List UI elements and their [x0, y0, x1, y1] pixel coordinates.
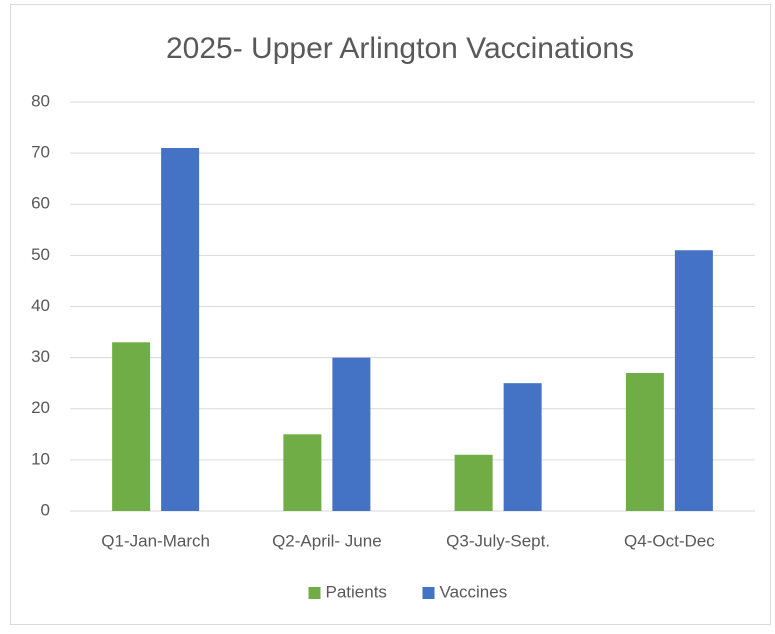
y-tick-label: 20 — [31, 398, 50, 417]
bar — [674, 250, 713, 511]
chart-frame — [10, 4, 771, 625]
bar — [161, 148, 200, 511]
y-tick-label: 70 — [31, 143, 50, 162]
legend-label: Patients — [326, 582, 387, 601]
bar — [625, 372, 664, 511]
bar — [454, 454, 493, 511]
bar — [332, 357, 371, 511]
x-tick-label: Q2-April- June — [272, 531, 382, 550]
y-tick-label: 40 — [31, 296, 50, 315]
x-tick-label: Q3-July-Sept. — [446, 531, 550, 550]
y-tick-label: 30 — [31, 347, 50, 366]
bar — [283, 434, 322, 511]
y-tick-label: 60 — [31, 194, 50, 213]
bar — [112, 342, 151, 511]
y-tick-label: 0 — [41, 500, 50, 519]
legend-swatch — [308, 587, 321, 599]
legend-swatch — [422, 587, 435, 599]
y-tick-label: 10 — [31, 449, 50, 468]
y-tick-label: 80 — [31, 91, 50, 110]
legend-label: Vaccines — [440, 582, 508, 601]
chart-title: 2025- Upper Arlington Vaccinations — [166, 32, 634, 65]
x-tick-label: Q1-Jan-March — [101, 531, 210, 550]
y-tick-label: 50 — [31, 245, 50, 264]
bar — [503, 383, 542, 511]
x-tick-label: Q4-Oct-Dec — [624, 531, 715, 550]
